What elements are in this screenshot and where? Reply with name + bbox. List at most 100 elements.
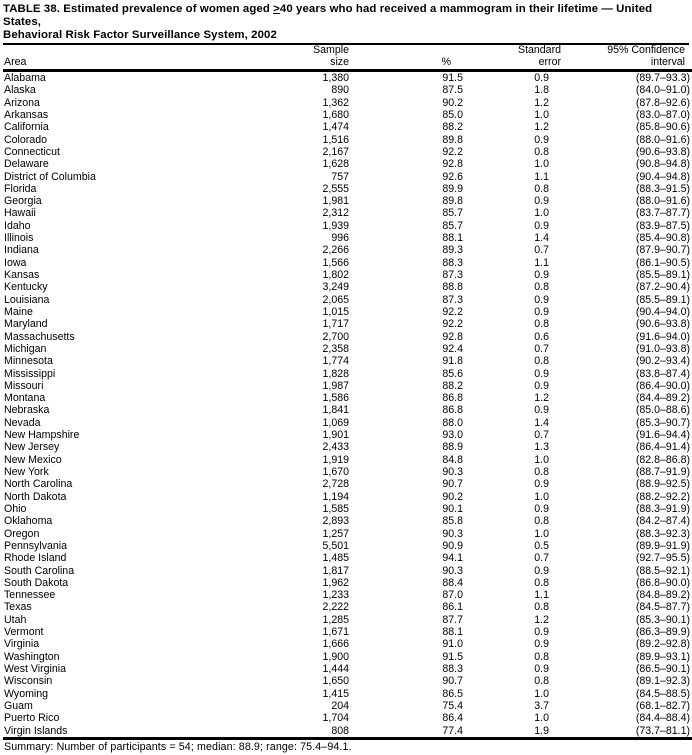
cell-standard-error: 0.8 (534, 145, 549, 158)
cell-area: Oregon (4, 527, 40, 540)
cell-confidence-interval: (88.2–92.2) (635, 490, 690, 503)
table-row: Pennsylvania 5,501 90.9 0.5 (89.9–91.9) (3, 540, 692, 552)
table-row: Mississippi 1,828 85.6 0.9 (83.8–87.4) (3, 368, 692, 380)
cell-percent: 91.5 (442, 650, 463, 663)
cell-percent: 88.9 (442, 441, 463, 454)
cell-confidence-interval: (83.7–87.7) (635, 207, 690, 220)
cell-area: Puerto Rico (4, 712, 60, 725)
cell-sample-size: 3,249 (322, 281, 349, 294)
cell-confidence-interval: (83.8–87.4) (635, 367, 690, 380)
cell-percent: 92.6 (442, 170, 463, 183)
cell-area: North Dakota (4, 490, 67, 503)
cell-confidence-interval: (86.4–91.4) (635, 441, 690, 454)
cell-standard-error: 1.1 (534, 170, 549, 183)
cell-confidence-interval: (84.5–87.7) (635, 601, 690, 614)
cell-standard-error: 1.2 (534, 121, 549, 134)
cell-sample-size: 2,222 (322, 601, 349, 614)
cell-confidence-interval: (84.8–89.2) (635, 589, 690, 602)
cell-area: Rhode Island (4, 552, 67, 565)
table-row: Maryland 1,717 92.2 0.8 (90.6–93.8) (3, 318, 692, 330)
greater-equal-symbol: > (273, 3, 280, 15)
cell-confidence-interval: (88.0–91.6) (635, 195, 690, 208)
cell-standard-error: 0.9 (534, 367, 549, 380)
cell-percent: 92.2 (442, 318, 463, 331)
cell-standard-error: 0.9 (534, 663, 549, 675)
cell-sample-size: 996 (331, 232, 349, 245)
cell-standard-error: 1.4 (534, 416, 549, 429)
table-row: Alaska 890 87.5 1.8 (84.0–91.0) (3, 84, 692, 96)
cell-standard-error: 1.2 (534, 96, 549, 109)
cell-confidence-interval: (90.6–93.8) (635, 318, 690, 331)
cell-standard-error: 0.7 (534, 342, 549, 355)
cell-area: Colorado (4, 133, 47, 146)
cell-percent: 92.8 (442, 158, 463, 171)
cell-standard-error: 0.6 (534, 330, 549, 343)
cell-sample-size: 1,671 (322, 626, 349, 639)
cell-sample-size: 1,828 (322, 367, 349, 380)
table-row: New Mexico 1,919 84.8 1.0 (82.8–86.8) (3, 454, 692, 466)
cell-standard-error: 0.8 (534, 650, 549, 663)
cell-sample-size: 1,802 (322, 269, 349, 281)
cell-confidence-interval: (84.0–91.0) (635, 84, 690, 97)
cell-confidence-interval: (90.4–94.0) (635, 305, 690, 318)
cell-standard-error: 0.9 (534, 502, 549, 515)
cell-percent: 88.3 (442, 663, 463, 675)
cell-area: Utah (4, 613, 27, 626)
cell-standard-error: 0.8 (534, 515, 549, 528)
table-row: Oklahoma 2,893 85.8 0.8 (84.2–87.4) (3, 515, 692, 527)
cell-sample-size: 1,362 (322, 96, 349, 109)
cell-standard-error: 1.1 (534, 589, 549, 602)
cell-standard-error: 1.9 (534, 724, 549, 737)
cell-percent: 84.8 (442, 453, 463, 466)
cell-confidence-interval: (85.4–90.8) (635, 232, 690, 245)
cell-percent: 88.1 (442, 626, 463, 639)
cell-area: Guam (4, 699, 33, 712)
cell-standard-error: 0.9 (534, 626, 549, 639)
table-row: New York 1,670 90.3 0.8 (88.7–91.9) (3, 466, 692, 478)
cell-sample-size: 1,628 (322, 158, 349, 171)
cell-sample-size: 204 (331, 699, 349, 712)
table-row: Puerto Rico 1,704 86.4 1.0 (84.4–88.4) (3, 712, 692, 724)
cell-standard-error: 0.9 (534, 293, 549, 306)
cell-standard-error: 0.9 (534, 478, 549, 491)
cell-confidence-interval: (86.8–90.0) (635, 576, 690, 589)
cell-sample-size: 1,962 (322, 576, 349, 589)
cell-area: Ohio (4, 502, 27, 515)
cell-percent: 85.8 (442, 515, 463, 528)
cell-sample-size: 1,841 (322, 404, 349, 417)
table-row: Michigan 2,358 92.4 0.7 (91.0–93.8) (3, 343, 692, 355)
table-title-suffix: 40 years who had received a mammogram in… (3, 3, 653, 28)
cell-confidence-interval: (85.0–88.6) (635, 404, 690, 417)
cell-confidence-interval: (86.3–89.9) (635, 626, 690, 639)
cell-standard-error: 0.8 (534, 355, 549, 368)
table-row: Rhode Island 1,485 94.1 0.7 (92.7–95.5) (3, 552, 692, 564)
table-title: TABLE 38. Estimated prevalence of women … (3, 3, 689, 45)
cell-standard-error: 0.9 (534, 195, 549, 208)
table-row: Oregon 1,257 90.3 1.0 (88.3–92.3) (3, 528, 692, 540)
cell-area: Indiana (4, 244, 39, 257)
cell-percent: 88.3 (442, 256, 463, 269)
table-row: Idaho 1,939 85.7 0.9 (83.9–87.5) (3, 220, 692, 232)
cell-area: Virginia (4, 638, 40, 651)
cell-confidence-interval: (84.5–88.5) (635, 687, 690, 700)
cell-confidence-interval: (86.5–90.1) (635, 663, 690, 675)
cell-sample-size: 1,474 (322, 121, 349, 134)
cell-percent: 86.8 (442, 404, 463, 417)
cell-percent: 90.3 (442, 564, 463, 577)
cell-area: Arizona (4, 96, 40, 109)
cell-percent: 88.1 (442, 232, 463, 245)
col-header-se-line1: Standard (518, 44, 561, 56)
table-row: Connecticut 2,167 92.2 0.8 (90.6–93.8) (3, 146, 692, 158)
table-title-line2: Behavioral Risk Factor Surveillance Syst… (3, 29, 277, 41)
cell-area: Louisiana (4, 293, 50, 306)
cell-area: Pennsylvania (4, 539, 68, 552)
cell-standard-error: 0.8 (534, 601, 549, 614)
cell-percent: 87.3 (442, 269, 463, 281)
cell-confidence-interval: (89.1–92.3) (635, 675, 690, 688)
cell-area: Massachusetts (4, 330, 75, 343)
cell-area: Kentucky (4, 281, 48, 294)
cell-sample-size: 2,893 (322, 515, 349, 528)
cell-area: Michigan (4, 342, 47, 355)
cell-percent: 90.7 (442, 675, 463, 688)
col-header-ci-line1: 95% Confidence (607, 44, 685, 56)
